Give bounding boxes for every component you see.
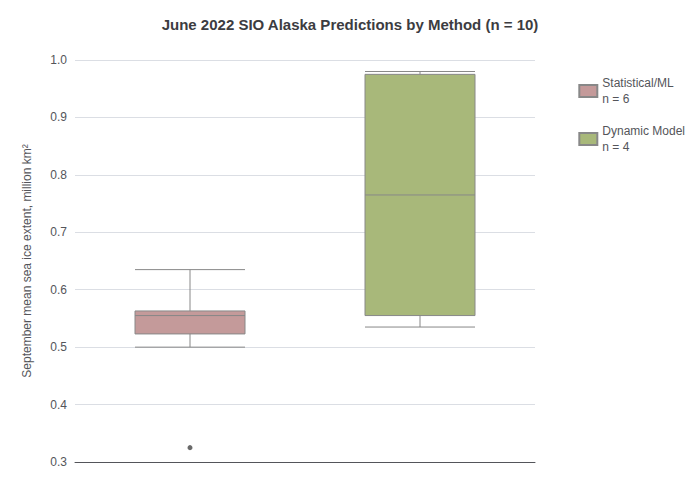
svg-text:0.8: 0.8 xyxy=(50,168,67,182)
svg-text:n = 4: n = 4 xyxy=(602,140,629,154)
svg-text:1.0: 1.0 xyxy=(50,53,67,67)
svg-text:0.7: 0.7 xyxy=(50,225,67,239)
svg-text:0.5: 0.5 xyxy=(50,340,67,354)
svg-text:0.3: 0.3 xyxy=(50,455,67,469)
svg-text:0.4: 0.4 xyxy=(50,398,67,412)
svg-text:0.6: 0.6 xyxy=(50,283,67,297)
svg-text:Statistical/ML: Statistical/ML xyxy=(602,76,674,90)
svg-text:n = 6: n = 6 xyxy=(602,92,629,106)
svg-text:September mean sea ice extent,: September mean sea ice extent, million k… xyxy=(20,144,34,377)
svg-text:June 2022 SIO Alaska Predictio: June 2022 SIO Alaska Predictions by Meth… xyxy=(162,16,539,33)
svg-text:Dynamic Model: Dynamic Model xyxy=(602,124,685,138)
svg-text:0.9: 0.9 xyxy=(50,110,67,124)
